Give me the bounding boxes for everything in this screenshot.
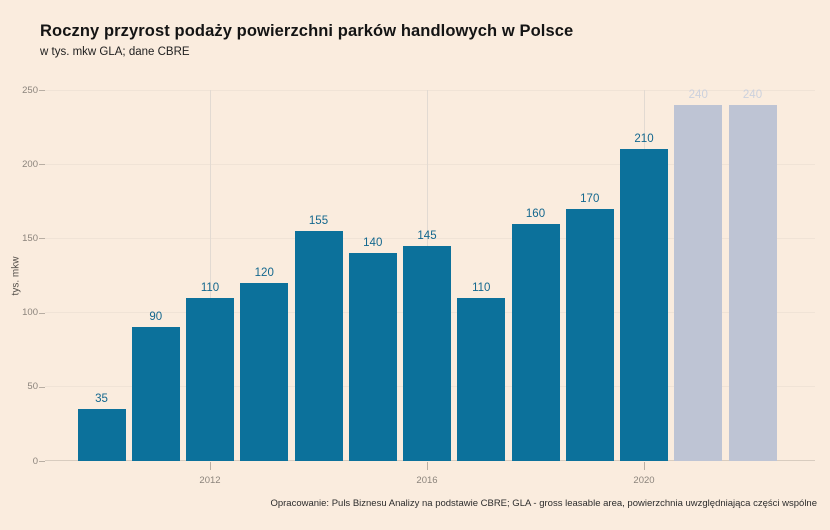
y-tick-mark [39,164,45,166]
bar-value-label: 145 [417,229,437,242]
bar [240,282,289,461]
x-tick-label: 2012 [199,475,221,486]
y-tick-mark [39,461,45,462]
y-tick-label: 0 [32,455,38,467]
x-tick-mark [426,462,428,470]
bar [403,245,451,461]
plot-area: 35 90 110 120 155 140 145 110 160 170 210 240 240 [45,88,815,461]
y-tick-mark [39,90,45,91]
y-tick-label: 150 [22,232,38,244]
bar-value-label: 90 [149,311,163,324]
bar-value-label: 170 [580,192,600,205]
bar [457,297,506,461]
y-tick-mark [39,238,45,240]
bar-value-label: 110 [472,281,491,294]
x-tick-label: 2016 [416,475,438,486]
bar-value-label: 240 [688,88,708,101]
bar [565,208,614,461]
bar-value-label: 35 [95,393,108,406]
bar-value-label: 210 [634,133,654,146]
x-tick-label: 2020 [633,475,655,486]
bar [620,149,668,461]
bar [186,297,234,461]
y-axis-title: tys. mkw [10,256,22,296]
bar [348,253,397,461]
bar [131,327,180,461]
bar [77,409,126,461]
x-tick-mark [209,462,211,470]
vertical-gridline [209,90,211,461]
y-tick-mark [39,312,45,314]
bar-value-label: 120 [254,266,274,279]
bar-forecast [674,104,723,461]
x-tick-mark [643,462,645,470]
bar-value-label: 140 [363,237,383,250]
bar-value-label: 160 [525,207,546,220]
chart-subtitle: w tys. mkw GLA; dane CBRE [40,46,190,58]
bar-value-label: 155 [308,214,329,227]
chart-title: Roczny przyrost podaży powierzchni parkó… [40,22,574,40]
y-tick-label: 200 [22,158,38,170]
source-caption: Opracowanie: Puls Biznesu Analizy na pod… [270,498,817,509]
bar-value-label: 110 [200,281,220,294]
bar [294,230,343,461]
y-tick-label: 100 [22,307,38,319]
bar-value-label: 240 [742,88,763,101]
y-tick-label: 50 [27,381,38,393]
bar-forecast [728,104,777,461]
horizontal-gridline [45,237,815,239]
y-tick-label: 250 [22,84,38,96]
horizontal-gridline [45,163,815,165]
horizontal-gridline [45,89,815,91]
bar [511,223,560,461]
y-tick-mark [39,386,45,388]
